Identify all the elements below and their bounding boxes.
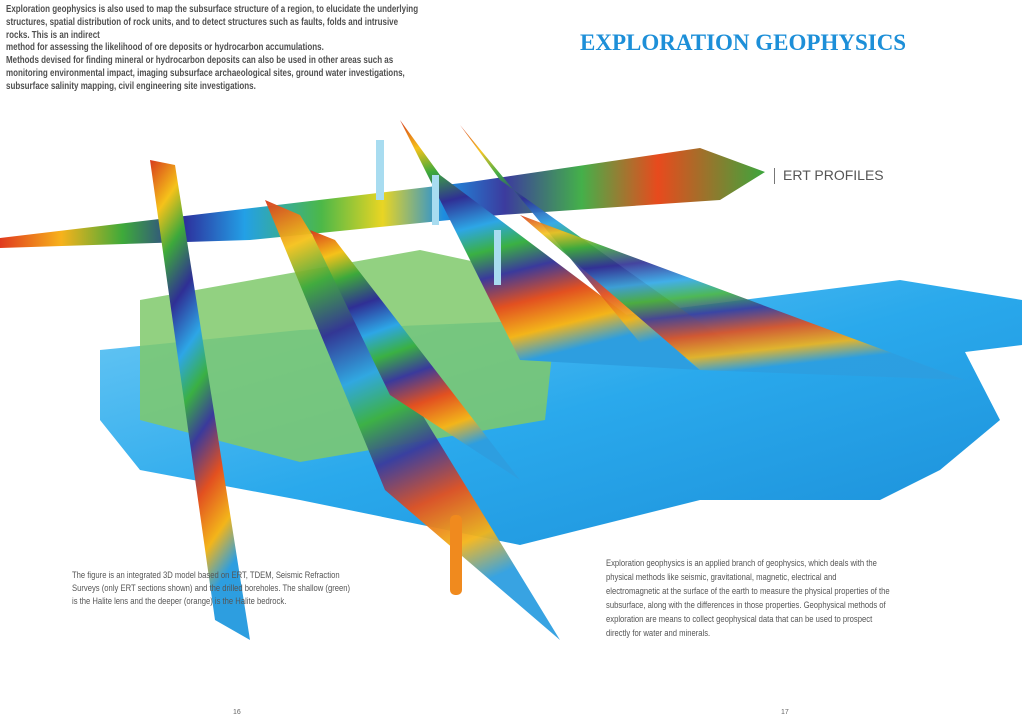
text-line: subsurface salinity mapping, civil engin… [6,80,256,92]
ert-section [400,120,700,370]
borehole [450,515,462,595]
ert-section [310,230,520,480]
ert-section [150,160,250,640]
ert-section [265,200,560,640]
callout-heading: ERT PROFILES [783,167,884,183]
text-line: electromagnetic at the surface of the ea… [606,586,890,596]
ert-section [520,215,965,380]
text-line: structures, spatial distribution of rock… [6,16,399,28]
body-text: Exploration geophysics is an applied bra… [606,556,940,640]
text-line: Surveys (only ERT sections shown) and th… [72,583,351,593]
borehole [432,175,439,225]
figure-caption: The figure is an integrated 3D model bas… [72,569,399,608]
text-line: Exploration geophysics is also used to m… [6,4,419,15]
text-line: physical methods like seismic, gravitati… [606,572,837,582]
text-line: Methods devised for finding mineral or h… [6,55,394,67]
text-line: monitoring environmental impact, imaging… [6,67,405,79]
intro-text: Exploration geophysics is also used to m… [6,4,521,94]
ert-callout: ERT PROFILES [774,168,884,184]
borehole [494,230,501,285]
text-line: rocks. This is an indirect [6,29,100,41]
text-line: subsurface, along with the differences i… [606,600,886,610]
borehole [376,140,384,200]
page-number: 16 [233,709,241,716]
text-line: method for assessing the likelihood of o… [6,42,324,54]
text-line: is the Halite lens and the deeper (orang… [72,596,287,606]
text-line: The figure is an integrated 3D model bas… [72,570,340,580]
text-line: directly for water and minerals. [606,628,711,638]
text-line: Exploration geophysics is an applied bra… [606,558,877,568]
text-line: exploration are means to collect geophys… [606,614,873,624]
page-title: EXPLORATION GEOPHYSICS [580,30,907,55]
page-number: 17 [781,709,789,716]
